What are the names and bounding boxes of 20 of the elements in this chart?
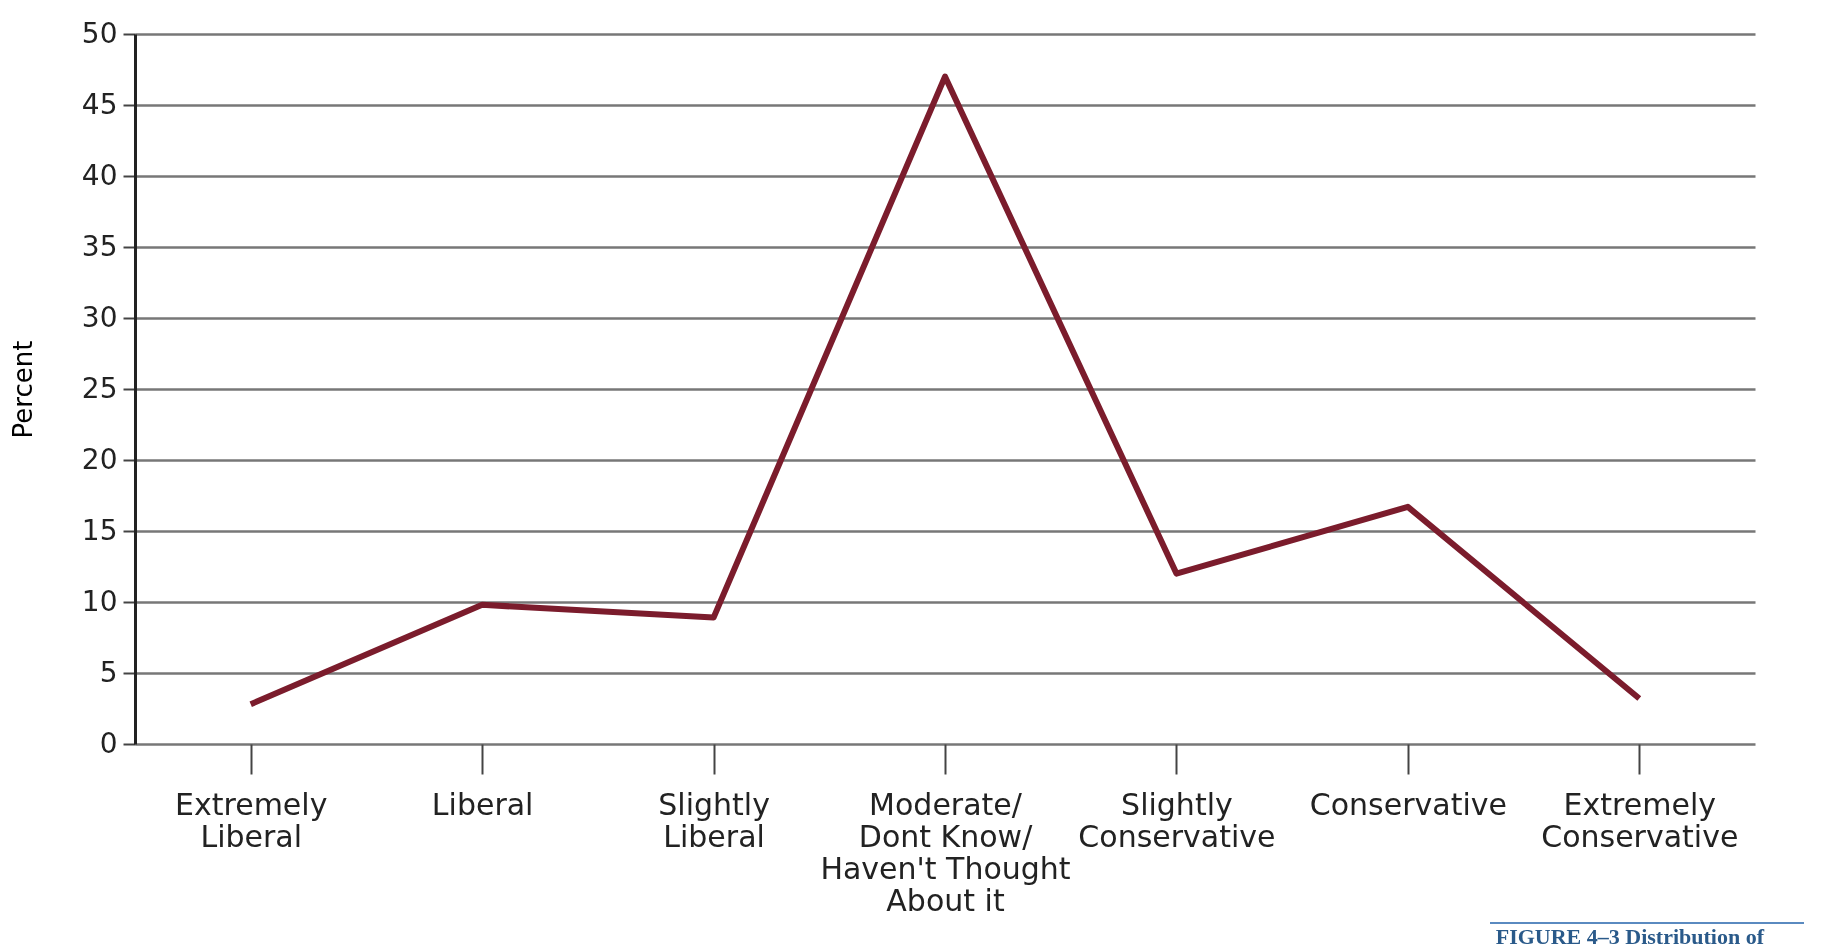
x-tick-label: Moderate/ Dont Know/ Haven't Thought About it	[820, 786, 1071, 918]
y-tick-label: 45	[81, 87, 118, 121]
x-tick-label: Extremely Liberal	[175, 786, 328, 854]
y-tick-label: 20	[81, 442, 118, 476]
x-tick-label: Slightly Conservative	[1078, 786, 1276, 854]
x-tick-label: Liberal	[431, 786, 534, 822]
y-tick-label: 40	[81, 158, 118, 192]
x-tick-label: Slightly Liberal	[658, 786, 770, 854]
x-tick-label: Extremely Conservative	[1541, 786, 1739, 854]
y-tick-label: 30	[81, 300, 118, 334]
y-tick-label: 35	[81, 229, 118, 263]
y-tick-label: 50	[81, 16, 118, 50]
caption: FIGURE 4–3 Distribution of	[1495, 924, 1764, 950]
y-axis-title: Percent	[7, 340, 38, 439]
y-tick-label: 10	[81, 584, 118, 618]
y-tick-label: 0	[99, 726, 118, 760]
x-tick-label: Conservative	[1309, 786, 1507, 822]
y-tick-label: 15	[81, 513, 118, 547]
y-tick-label: 5	[99, 655, 118, 689]
y-tick-label: 25	[81, 371, 118, 405]
